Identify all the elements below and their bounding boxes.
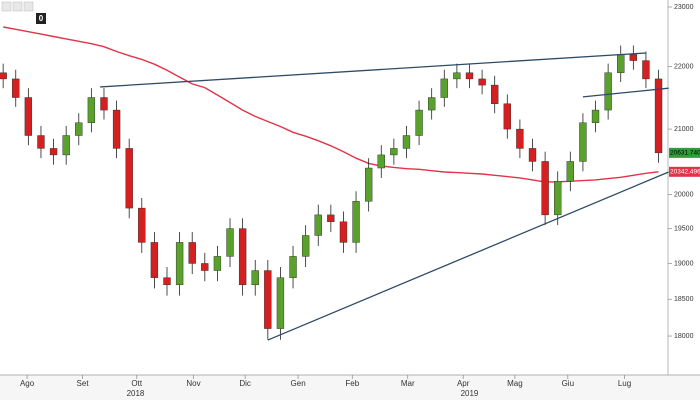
candle-body xyxy=(516,128,524,149)
candle-body xyxy=(175,242,184,286)
tool-button[interactable] xyxy=(23,1,34,12)
candle-body xyxy=(112,109,121,149)
y-tick-label: 21000 xyxy=(674,126,694,133)
x-tick-label: Apr xyxy=(457,379,470,388)
x-tick-label: Lug xyxy=(618,379,631,388)
trend-line xyxy=(267,171,669,341)
candle-body xyxy=(100,97,108,111)
candle-body xyxy=(554,181,562,216)
candle-body xyxy=(478,78,486,86)
candle-body xyxy=(75,122,83,136)
candle-body xyxy=(503,103,511,130)
candle-body xyxy=(629,54,638,61)
candle-body xyxy=(62,135,70,156)
y-tick-label: 23000 xyxy=(674,4,694,11)
candle-body xyxy=(264,270,272,329)
candle-body xyxy=(201,263,209,271)
year-label: 2019 xyxy=(461,389,479,398)
y-tick-label: 18500 xyxy=(674,296,694,303)
candle-body xyxy=(238,228,247,286)
toolbar: 0 xyxy=(1,1,46,24)
candle-body xyxy=(138,207,146,243)
candle-body xyxy=(491,84,499,104)
candles xyxy=(0,45,663,340)
candle-body xyxy=(314,214,322,236)
candle-body xyxy=(591,109,600,123)
y-tick-label: 19000 xyxy=(674,260,694,267)
candle-body xyxy=(579,122,587,162)
candle-body xyxy=(213,256,222,271)
candle-body xyxy=(440,78,448,98)
candle-body xyxy=(226,228,234,257)
candle-body xyxy=(642,60,650,80)
candle-body xyxy=(541,161,549,216)
candle-body xyxy=(364,167,373,202)
candle-body xyxy=(0,72,7,80)
x-tick-label: Ago xyxy=(20,379,35,388)
x-tick-label: Nov xyxy=(186,379,200,388)
candle-body xyxy=(528,148,537,162)
candle-body xyxy=(150,242,159,278)
candle-body xyxy=(339,221,348,243)
x-tick-label: Dic xyxy=(239,379,251,388)
year-label: 2018 xyxy=(127,389,145,398)
candle-body xyxy=(37,135,45,149)
badge-text: 0 xyxy=(39,14,44,23)
candle-body xyxy=(125,148,133,209)
x-tick-label: Mar xyxy=(401,379,415,388)
candle-body xyxy=(188,242,196,264)
candle-body xyxy=(87,97,96,123)
y-tick-label: 19500 xyxy=(674,225,694,232)
price-tag-label: 20342.4961 xyxy=(670,169,700,176)
x-tick-label: Ott xyxy=(131,379,142,388)
price-tag xyxy=(669,147,700,158)
candle-body xyxy=(276,277,285,329)
tool-button[interactable] xyxy=(12,1,23,12)
x-tick-label: Gen xyxy=(291,379,306,388)
x-tick-label: Feb xyxy=(345,379,359,388)
candle-body xyxy=(415,109,423,136)
candle-body xyxy=(566,161,574,182)
candle-body xyxy=(289,256,297,278)
candle-body xyxy=(654,78,663,154)
candle-body xyxy=(453,72,461,80)
x-tick-label: Set xyxy=(77,379,90,388)
candle-body xyxy=(428,97,436,111)
trend-line xyxy=(582,87,669,98)
price-tag xyxy=(669,166,700,177)
tool-button[interactable] xyxy=(1,1,12,12)
x-tick-label: Mag xyxy=(507,379,523,388)
candle-body xyxy=(163,277,171,286)
candle-body xyxy=(402,135,411,149)
candle-body xyxy=(617,54,625,73)
candle-body xyxy=(390,148,398,156)
candle-body xyxy=(12,78,20,98)
x-axis-strip xyxy=(0,375,700,400)
candle-body xyxy=(251,270,259,286)
x-tick-label: Giu xyxy=(562,379,574,388)
candle-body xyxy=(24,97,33,136)
trend-line xyxy=(100,52,646,88)
moving-average-line xyxy=(3,26,659,183)
candle-body xyxy=(327,214,335,222)
candle-body xyxy=(604,72,612,111)
y-tick-label: 18000 xyxy=(674,333,694,340)
candle-body xyxy=(352,201,360,243)
badge[interactable] xyxy=(36,13,46,24)
y-tick-label: 22000 xyxy=(674,64,694,71)
candle-body xyxy=(301,235,310,257)
candle-body xyxy=(49,148,58,156)
candle-body xyxy=(465,72,474,80)
y-tick-label: 20000 xyxy=(674,191,694,198)
candle-body xyxy=(377,154,385,169)
